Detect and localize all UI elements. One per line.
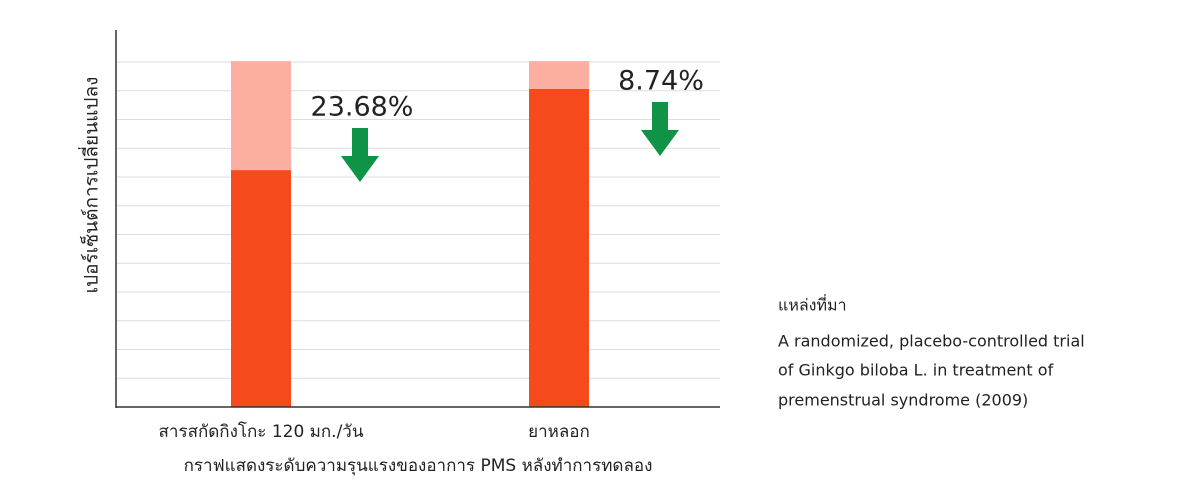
- annotation: 8.74%: [618, 66, 704, 97]
- bar: [529, 61, 589, 89]
- bar: [231, 170, 291, 407]
- source-line: premenstrual syndrome (2009): [778, 391, 1028, 410]
- x-tick-label: ยาหลอก: [528, 422, 590, 442]
- bar: [529, 88, 589, 408]
- source-line: A randomized, placebo-controlled trial: [778, 332, 1085, 351]
- annotation: 23.68%: [311, 92, 414, 123]
- y-axis-label: เปอร์เซ็นต์การเปลี่ยนแปลง: [78, 77, 103, 294]
- down-arrow: [641, 102, 679, 156]
- x-tick-label: สารสกัดกิงโกะ 120 มก./วัน: [159, 421, 364, 442]
- source-title: แหล่งที่มา: [778, 294, 847, 315]
- down-arrow: [341, 128, 379, 182]
- x-axis-label: กราฟแสดงระดับความรุนแรงของอาการ PMS หลัง…: [184, 456, 653, 476]
- source-line: of Ginkgo biloba L. in treatment of: [778, 361, 1054, 380]
- bar: [231, 61, 291, 171]
